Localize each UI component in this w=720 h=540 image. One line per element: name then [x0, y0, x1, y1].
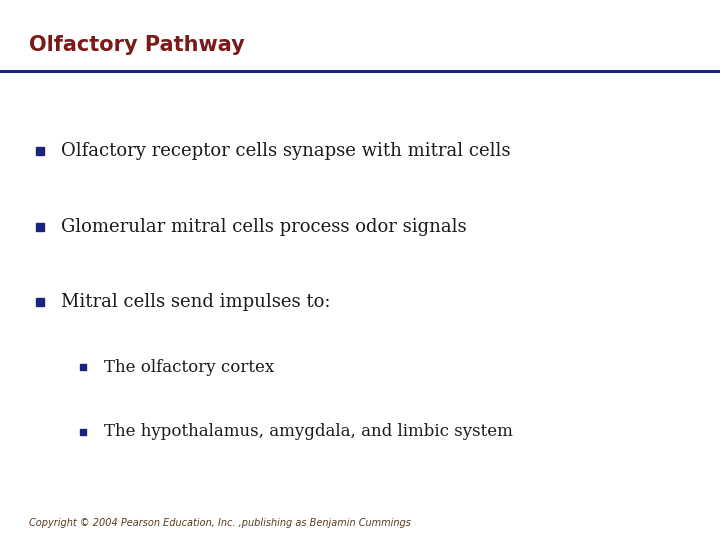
- Text: Copyright © 2004 Pearson Education, Inc. ,publishing as Benjamin Cummings: Copyright © 2004 Pearson Education, Inc.…: [29, 518, 410, 528]
- Text: Glomerular mitral cells process odor signals: Glomerular mitral cells process odor sig…: [61, 218, 467, 236]
- Text: The hypothalamus, amygdala, and limbic system: The hypothalamus, amygdala, and limbic s…: [104, 423, 513, 441]
- Text: Olfactory receptor cells synapse with mitral cells: Olfactory receptor cells synapse with mi…: [61, 142, 510, 160]
- Text: Mitral cells send impulses to:: Mitral cells send impulses to:: [61, 293, 330, 312]
- Text: The olfactory cortex: The olfactory cortex: [104, 359, 274, 376]
- Text: Olfactory Pathway: Olfactory Pathway: [29, 35, 245, 55]
